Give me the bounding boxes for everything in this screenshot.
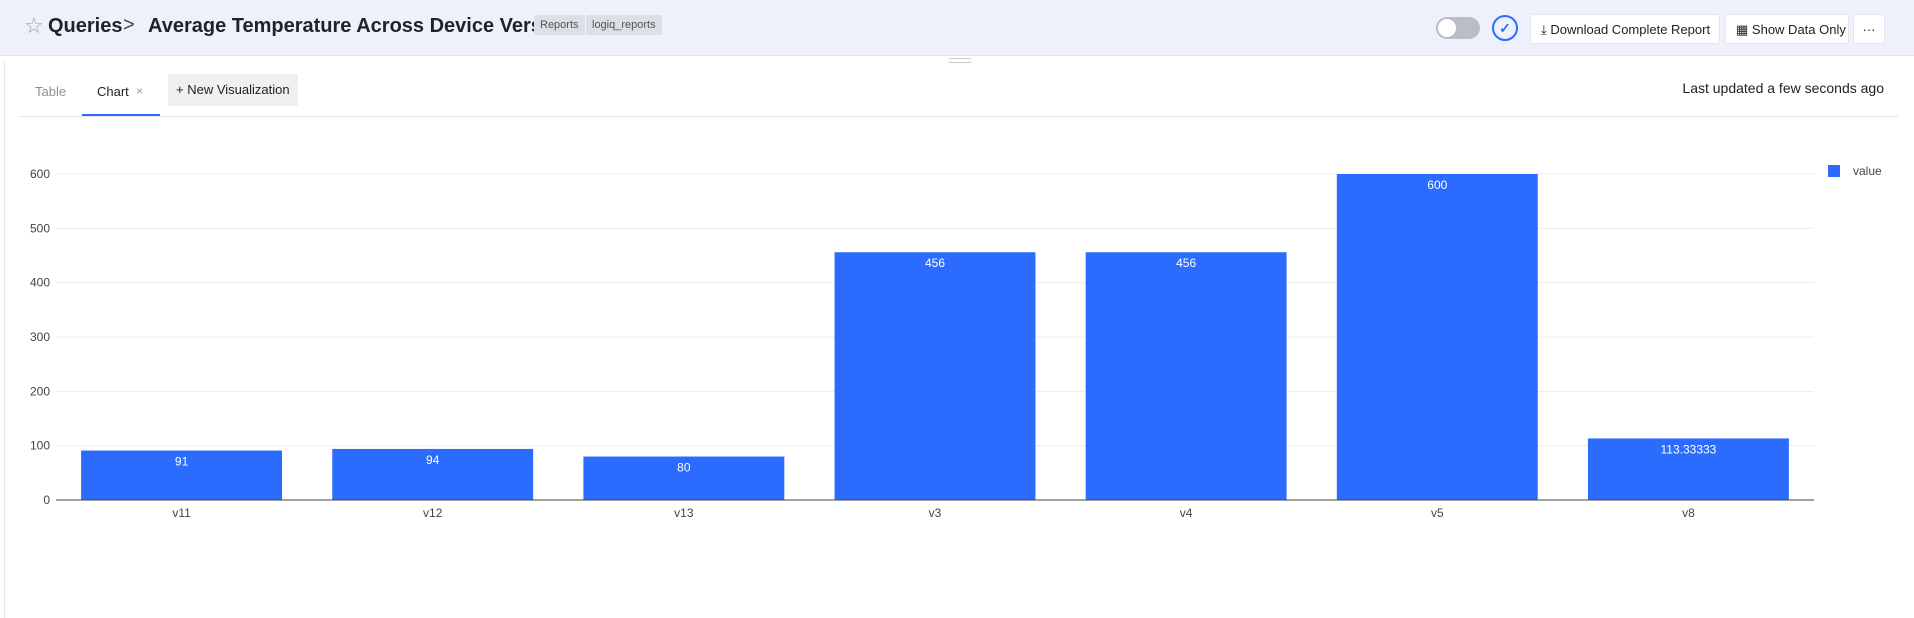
bar-data-label: 91 <box>175 455 189 469</box>
toggle-switch[interactable] <box>1436 17 1480 39</box>
chart-y-tick-labels: 0 100 200 300 400 500 600 <box>30 167 50 507</box>
toggle-knob <box>1438 19 1456 37</box>
tab-chart[interactable]: Chart × <box>82 62 160 116</box>
x-tick-label: v5 <box>1431 506 1444 520</box>
y-tick-label: 500 <box>30 221 50 235</box>
chart-legend: value <box>1828 164 1882 178</box>
y-tick-label: 400 <box>30 276 50 290</box>
x-tick-label: v8 <box>1682 506 1695 520</box>
close-icon[interactable]: × <box>136 84 144 98</box>
x-tick-label: v4 <box>1180 506 1193 520</box>
bar-v5[interactable] <box>1336 174 1538 500</box>
y-tick-label: 0 <box>43 493 50 507</box>
bar-v13[interactable] <box>583 456 785 500</box>
bar-v8[interactable] <box>1587 438 1789 500</box>
x-tick-label: v11 <box>172 506 191 520</box>
resize-handle[interactable] <box>949 58 971 63</box>
bar-v4[interactable] <box>1085 252 1287 500</box>
x-tick-label: v13 <box>674 506 694 520</box>
chart-bar-labels: 91 94 80 456 456 600 113.33333 <box>175 178 1717 475</box>
bar-v12[interactable] <box>332 448 534 500</box>
more-options-button[interactable]: ··· <box>1853 14 1885 44</box>
bar-data-label: 94 <box>426 453 440 467</box>
bar-data-label: 600 <box>1427 178 1447 192</box>
last-updated-text: Last updated a few seconds ago <box>1682 80 1884 96</box>
bar-v11[interactable] <box>81 450 283 500</box>
bar-v3[interactable] <box>834 252 1036 500</box>
y-tick-label: 200 <box>30 384 50 398</box>
legend-label-value[interactable]: value <box>1853 164 1882 178</box>
breadcrumb-queries[interactable]: Queries <box>48 15 123 37</box>
bar-data-label: 456 <box>1176 256 1196 270</box>
bar-data-label: 80 <box>677 461 691 475</box>
y-tick-label: 600 <box>30 167 50 181</box>
table-icon: ▦ <box>1736 22 1749 37</box>
download-icon: ⤓ <box>1541 22 1547 37</box>
visualization-tabs: Table Chart × + New Visualization <box>20 62 1898 117</box>
breadcrumb-separator: > <box>123 14 135 36</box>
tab-chart-label: Chart <box>97 84 129 99</box>
y-tick-label: 100 <box>30 439 50 453</box>
page-header: ☆ Queries > Average Temperature Across D… <box>0 0 1914 56</box>
x-tick-label: v12 <box>423 506 443 520</box>
tab-table[interactable]: Table <box>35 84 67 99</box>
bar-data-label: 456 <box>925 256 945 270</box>
check-circle-icon[interactable]: ✓ <box>1492 15 1518 41</box>
y-tick-label: 300 <box>30 330 50 344</box>
tag-logiq-reports[interactable]: logiq_reports <box>586 15 662 35</box>
bar-data-label: 113.33333 <box>1661 442 1717 456</box>
download-report-label: Download Complete Report <box>1550 22 1711 37</box>
download-report-button[interactable]: ⤓ Download Complete Report <box>1530 14 1720 44</box>
show-data-only-label: Show Data Only <box>1751 22 1846 37</box>
new-visualization-button[interactable]: + New Visualization <box>168 74 298 106</box>
chart-x-tick-labels: v11 v12 v13 v3 v4 v5 v8 <box>172 506 1695 520</box>
page-title: Average Temperature Across Device Versio… <box>148 15 584 37</box>
x-tick-label: v3 <box>929 506 942 520</box>
favorite-star-icon[interactable]: ☆ <box>24 13 44 38</box>
tag-reports[interactable]: Reports <box>534 15 585 35</box>
legend-swatch[interactable] <box>1828 165 1840 177</box>
chart-bars <box>81 174 1789 500</box>
show-data-only-button[interactable]: ▦ Show Data Only <box>1725 14 1849 44</box>
